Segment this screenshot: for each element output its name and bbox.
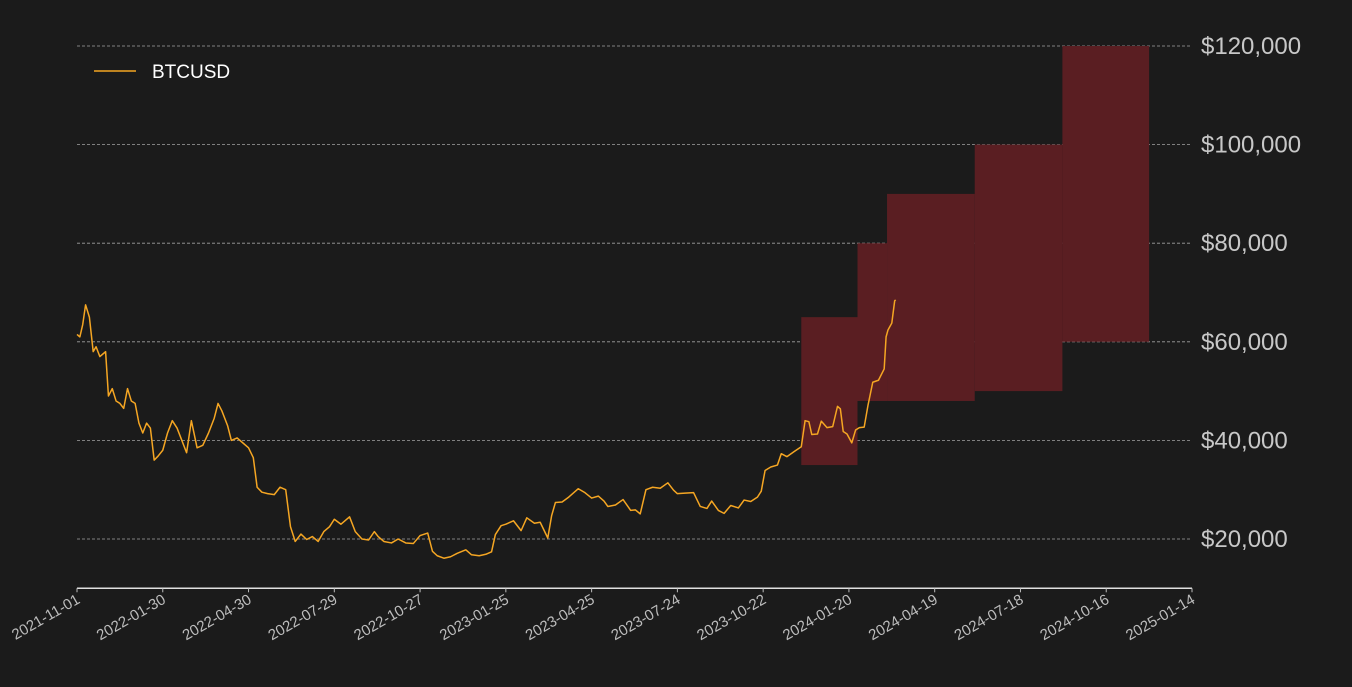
x-tick-label: 2023-01-25	[437, 591, 512, 644]
legend: BTCUSD	[94, 62, 230, 83]
shaded-range-block	[801, 317, 858, 466]
series-line-btcusd	[76, 299, 897, 559]
y-tick-label: $40,000	[1201, 427, 1288, 454]
y-tick-label: $80,000	[1201, 230, 1288, 257]
shaded-range-block	[1062, 46, 1150, 342]
y-tick-label: $100,000	[1201, 132, 1301, 159]
x-tick-label: 2024-01-20	[780, 591, 855, 644]
x-tick-label: 2021-11-01	[9, 591, 83, 644]
shaded-range-block	[857, 243, 888, 401]
shaded-range-regions	[801, 46, 1150, 466]
x-tick-label: 2023-04-25	[523, 591, 598, 644]
x-tick-label: 2022-04-30	[180, 591, 255, 644]
x-tick-label: 2023-10-22	[694, 591, 769, 644]
x-tick-label: 2023-07-24	[608, 591, 683, 644]
legend-label-btcusd: BTCUSD	[152, 62, 230, 83]
x-tick-label: 2024-10-16	[1037, 591, 1112, 644]
x-tick-label: 2022-10-27	[351, 591, 426, 644]
shaded-range-block	[974, 144, 1063, 392]
y-tick-labels: $20,000 $40,000 $60,000 $80,000 $100,000 $120…	[1201, 33, 1301, 553]
y-tick-label: $120,000	[1201, 33, 1301, 60]
y-tick-label: $20,000	[1201, 526, 1288, 553]
x-tick-label: 2025-01-14	[1123, 591, 1198, 644]
grid-lines	[77, 45, 1192, 540]
x-tick-label: 2022-07-29	[265, 591, 340, 644]
y-tick-label: $60,000	[1201, 329, 1288, 356]
series-lines	[76, 299, 897, 559]
x-tick-label: 2022-01-30	[94, 591, 169, 644]
x-tick-label: 2024-04-19	[866, 591, 941, 644]
x-tick-labels: 2021-11-01 2022-01-30 2022-04-30 2022-07-29…	[9, 588, 1198, 644]
x-tick-label: 2024-07-18	[952, 591, 1027, 644]
shaded-range-block	[887, 193, 975, 401]
